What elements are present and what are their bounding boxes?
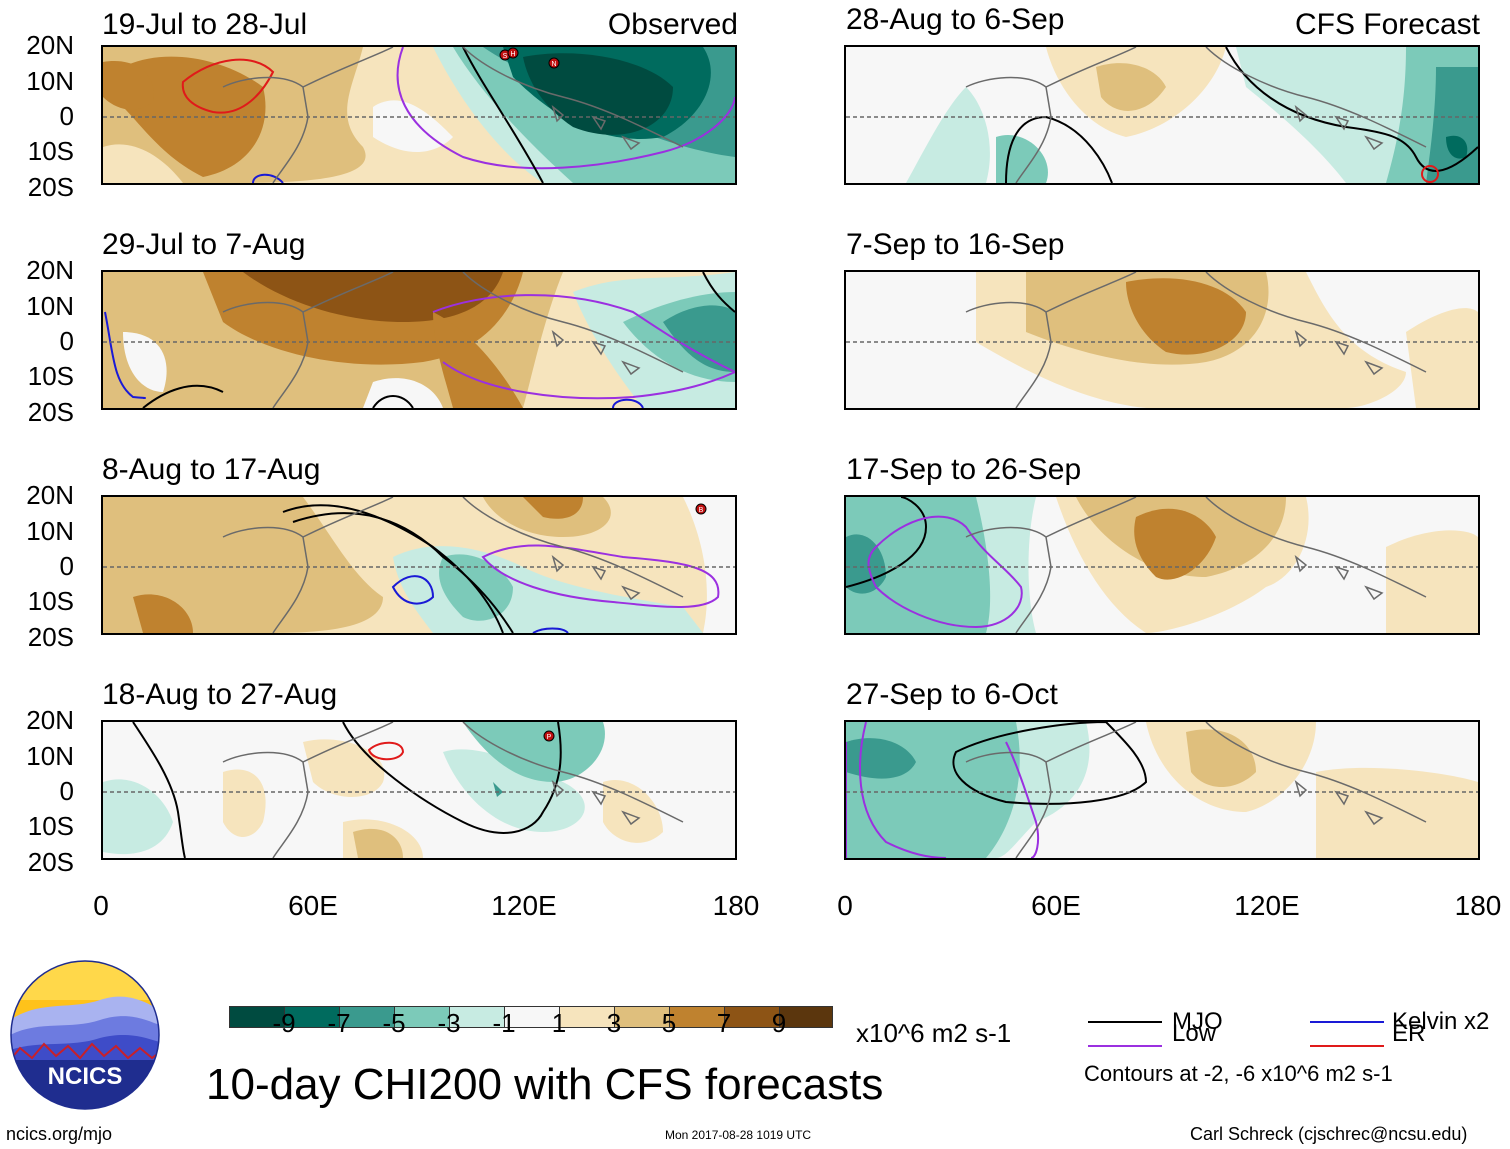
lat-label: 20S xyxy=(27,847,74,877)
panel-title-8: 27-Sep to 6-Oct xyxy=(846,678,1058,711)
colorbar-units: x10^6 m2 s-1 xyxy=(856,1018,1012,1048)
lat-label: 20S xyxy=(27,622,74,652)
colorbar-tick: 1 xyxy=(551,1008,567,1038)
lat-label: 0 xyxy=(59,551,74,581)
legend-label-er: ER xyxy=(1392,1020,1426,1047)
lat-label: 10N xyxy=(26,291,74,321)
lat-label: 10S xyxy=(27,586,74,616)
lon-label: 60E xyxy=(288,890,338,921)
colorbar-tick: 7 xyxy=(716,1008,732,1038)
lat-label: 10N xyxy=(26,741,74,771)
lat-label: 20N xyxy=(26,705,74,735)
map-panel-forecast-1 xyxy=(844,45,1480,185)
map-panel-observed-3: B xyxy=(101,495,737,635)
panel-title-4: 7-Sep to 16-Sep xyxy=(846,228,1065,261)
panel-title-6: 17-Sep to 26-Sep xyxy=(846,453,1082,486)
panel-title-7: 18-Aug to 27-Aug xyxy=(102,678,338,711)
lon-label: 180 xyxy=(712,890,760,921)
storm-marker-h: H xyxy=(510,51,515,58)
panel-title-3: 29-Jul to 7-Aug xyxy=(102,228,306,261)
lon-label: 180 xyxy=(1454,890,1502,921)
lat-label: 0 xyxy=(59,326,74,356)
lat-label: 10S xyxy=(27,136,74,166)
logo-text: NCICS xyxy=(48,1063,123,1090)
storm-marker-p: P xyxy=(547,734,552,741)
storm-marker-s: S xyxy=(503,53,508,60)
lon-label: 120E xyxy=(491,890,557,921)
lon-label: 0 xyxy=(93,890,109,921)
legend-label-mjo: MJO xyxy=(1172,1008,1223,1035)
legend-label-kelvin: Kelvin x2 xyxy=(1392,1008,1490,1035)
colorbar-tick: -1 xyxy=(492,1008,516,1038)
panel-label-cfs: CFS Forecast xyxy=(1294,8,1480,41)
lat-label: 0 xyxy=(59,101,74,131)
colorbar-tick: -5 xyxy=(382,1008,406,1038)
panel-title-1: 19-Jul to 28-Jul xyxy=(102,8,308,41)
legend-line-mjo xyxy=(1088,1021,1162,1023)
map-panel-forecast-3 xyxy=(844,495,1480,635)
legend-note: Contours at -2, -6 x10^6 m2 s-1 xyxy=(1084,1061,1393,1086)
storm-marker-n: N xyxy=(551,61,556,68)
footer-timestamp: Mon 2017-08-28 1019 UTC xyxy=(665,1128,812,1142)
lat-label: 10N xyxy=(26,516,74,546)
colorbar-tick: -9 xyxy=(272,1008,296,1038)
lon-label: 60E xyxy=(1031,890,1081,921)
lat-label: 20N xyxy=(26,255,74,285)
storm-marker-b: B xyxy=(699,507,704,514)
legend-line-low xyxy=(1088,1045,1162,1047)
map-panel-forecast-2 xyxy=(844,270,1480,410)
lat-label: 20S xyxy=(27,172,74,202)
map-panel-observed-2 xyxy=(101,270,737,410)
map-panel-observed-4: P xyxy=(101,720,737,860)
ncics-logo: NCICS xyxy=(10,960,160,1110)
colorbar-tick: 9 xyxy=(771,1008,787,1038)
main-title: 10-day CHI200 with CFS forecasts xyxy=(206,1060,884,1109)
lat-label: 20S xyxy=(27,397,74,427)
colorbar-tick: 3 xyxy=(606,1008,622,1038)
legend-line-er xyxy=(1310,1045,1384,1047)
lon-label: 0 xyxy=(837,890,853,921)
colorbar-swatch xyxy=(779,1006,833,1028)
lat-label: 10S xyxy=(27,811,74,841)
lat-label: 20N xyxy=(26,480,74,510)
colorbar-tick: -3 xyxy=(437,1008,461,1038)
lat-label: 10N xyxy=(26,66,74,96)
lat-label: 20N xyxy=(26,30,74,60)
lat-label: 0 xyxy=(59,776,74,806)
legend-label-low: Low xyxy=(1172,1020,1217,1047)
colorbar-tick: 5 xyxy=(661,1008,677,1038)
panel-title-5: 8-Aug to 17-Aug xyxy=(102,453,321,486)
map-panel-forecast-4 xyxy=(844,720,1480,860)
legend-line-kelvin xyxy=(1310,1021,1384,1023)
footer-author: Carl Schreck (cjschrec@ncsu.edu) xyxy=(1190,1124,1468,1144)
storm-marker-group: S H N xyxy=(499,47,560,69)
lat-label: 10S xyxy=(27,361,74,391)
panel-title-2: 28-Aug to 6-Sep xyxy=(846,3,1065,36)
lon-label: 120E xyxy=(1234,890,1300,921)
footer-website-link[interactable]: ncics.org/mjo xyxy=(6,1124,113,1144)
map-panel-observed-1: S H N xyxy=(101,45,737,185)
colorbar-tick: -7 xyxy=(327,1008,351,1038)
panel-label-observed: Observed xyxy=(607,8,738,41)
